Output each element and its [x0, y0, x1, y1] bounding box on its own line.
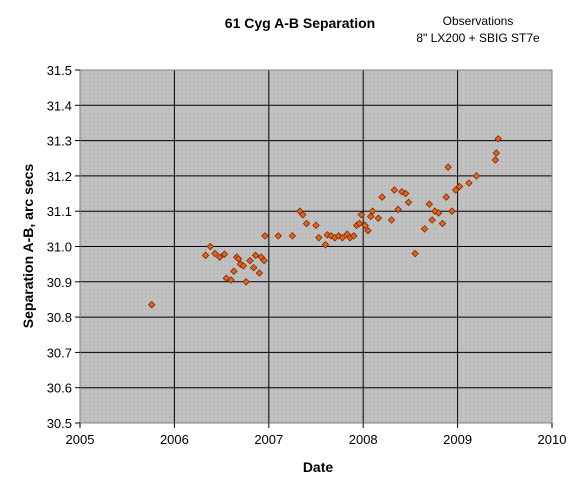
data-point — [451, 186, 460, 194]
data-point — [321, 240, 330, 249]
y-tick-label: 30.8 — [47, 310, 72, 325]
data-point — [260, 256, 268, 265]
data-point — [355, 219, 364, 228]
observations-note: Observations — [443, 14, 514, 28]
data-point — [491, 156, 500, 164]
data-point — [220, 250, 229, 259]
data-point — [361, 221, 369, 230]
y-tick-label: 31.5 — [47, 63, 72, 78]
y-tick-label: 31.3 — [47, 134, 72, 149]
data-point — [455, 182, 464, 191]
data-point — [288, 232, 297, 240]
data-point — [442, 193, 451, 201]
x-tick-label: 2007 — [254, 432, 283, 447]
data-point — [206, 242, 215, 251]
data-point — [357, 210, 366, 219]
gridlines — [79, 69, 553, 424]
data-point — [398, 188, 406, 196]
data-point — [428, 216, 436, 224]
data-point — [147, 300, 156, 309]
x-tick-label: 2010 — [538, 432, 567, 447]
chart-title: 61 Cyg A-B Separation — [225, 15, 375, 31]
x-tick-label: 2008 — [349, 432, 378, 447]
data-point — [401, 189, 410, 198]
y-tick-label: 30.5 — [47, 416, 72, 431]
data-point — [338, 233, 347, 242]
x-tick-label: 2005 — [66, 432, 95, 447]
data-point — [366, 212, 375, 221]
data-point — [227, 276, 235, 284]
axis-ticks: 2005 2006 2007 2008 2009 2010 30.5 30.6 30.7 30.8… — [47, 63, 567, 447]
data-point — [251, 251, 260, 260]
data-point — [387, 216, 396, 224]
data-point — [364, 226, 372, 235]
data-point — [201, 251, 210, 260]
data-point — [249, 263, 258, 272]
y-tick-label: 31.4 — [47, 98, 72, 113]
y-tick-label: 30.9 — [47, 275, 72, 290]
data-point — [394, 205, 402, 214]
data-point — [234, 255, 243, 263]
data-point — [246, 256, 254, 265]
data-point — [368, 207, 377, 215]
data-point — [425, 200, 434, 208]
data-point — [492, 149, 501, 157]
data-point — [390, 186, 399, 194]
data-point — [242, 278, 250, 286]
data-point — [312, 221, 320, 230]
y-axis-label: Separation A-B, arc secs — [20, 164, 36, 329]
data-point — [411, 249, 419, 258]
data-point — [211, 249, 219, 258]
x-tick-label: 2009 — [443, 432, 472, 447]
data-point — [434, 209, 443, 217]
data-points — [147, 135, 502, 309]
data-point — [230, 267, 238, 275]
y-tick-label: 31.0 — [47, 240, 72, 255]
data-point — [274, 232, 283, 240]
data-point — [448, 207, 456, 215]
data-point — [255, 269, 264, 277]
x-axis-label: Date — [303, 459, 334, 475]
x-tick-label: 2006 — [160, 432, 189, 447]
data-point — [465, 179, 473, 187]
data-point — [215, 253, 224, 261]
data-point — [472, 172, 481, 180]
y-tick-label: 31.1 — [47, 204, 72, 219]
data-point — [302, 219, 311, 228]
data-point — [378, 193, 386, 201]
data-point — [438, 219, 447, 228]
data-point — [404, 198, 413, 207]
data-point — [494, 135, 502, 143]
y-tick-label: 30.6 — [47, 381, 72, 396]
data-point — [239, 262, 248, 270]
instrument-note: 8" LX200 + SBIG ST7e — [416, 31, 540, 45]
data-point — [444, 163, 452, 171]
data-point — [374, 214, 383, 223]
data-point — [299, 210, 307, 219]
data-point — [420, 225, 429, 233]
y-tick-label: 30.7 — [47, 345, 72, 360]
data-point — [349, 232, 358, 240]
data-point — [261, 232, 269, 240]
y-tick-label: 31.2 — [47, 169, 72, 184]
data-point — [315, 233, 323, 242]
